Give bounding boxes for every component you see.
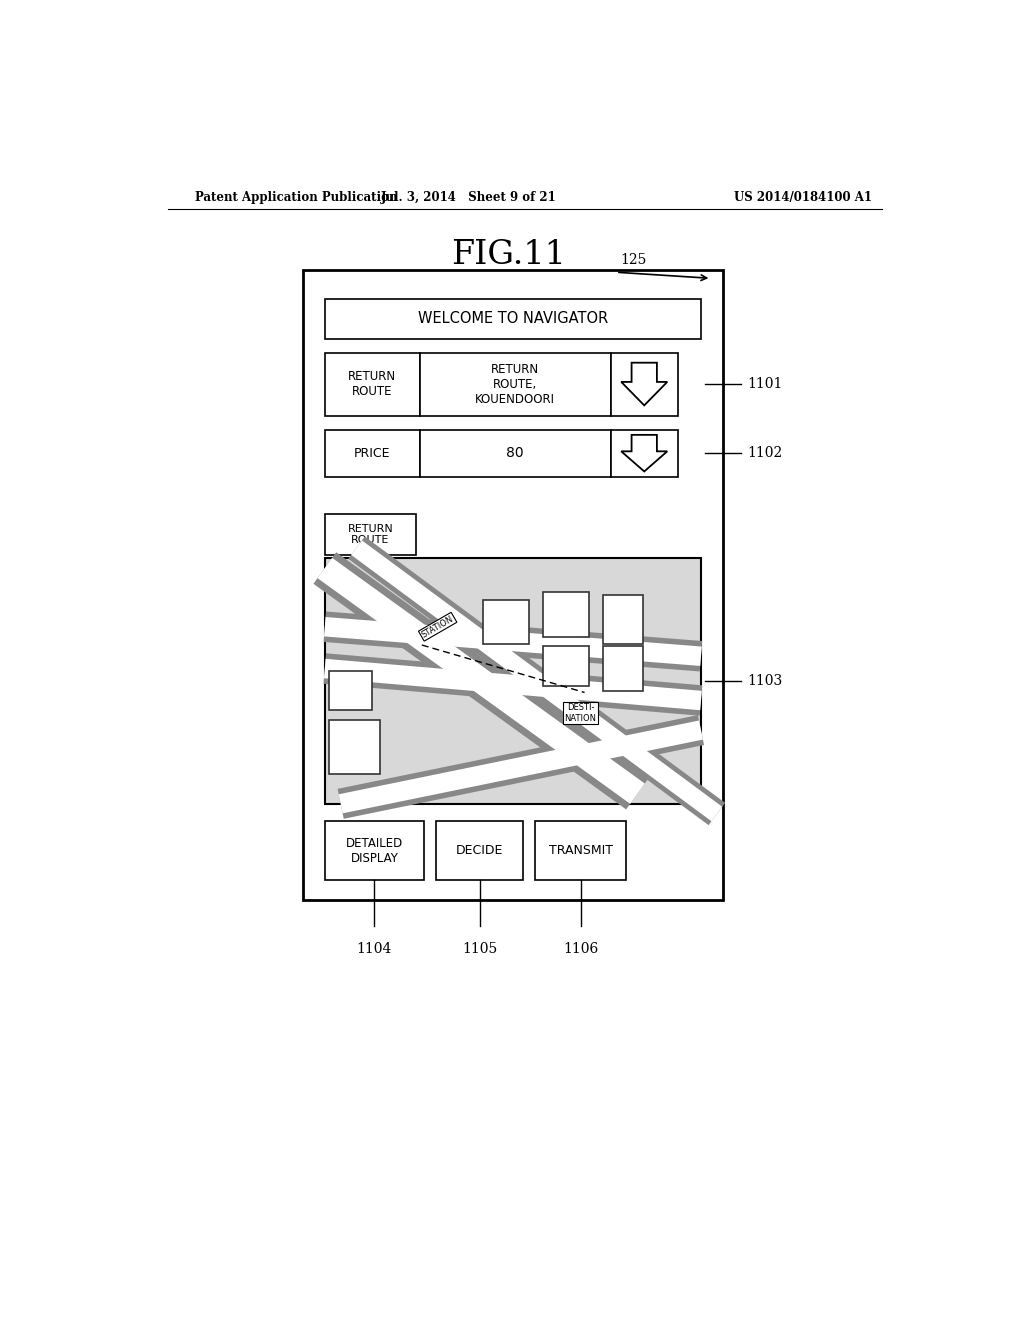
- Bar: [325, 513, 416, 554]
- Text: WELCOME TO NAVIGATOR: WELCOME TO NAVIGATOR: [418, 312, 608, 326]
- Text: 1105: 1105: [462, 942, 498, 956]
- Text: US 2014/0184100 A1: US 2014/0184100 A1: [733, 190, 871, 203]
- Text: 125: 125: [620, 253, 646, 267]
- Bar: [325, 430, 420, 477]
- Bar: [329, 671, 373, 710]
- Text: 1106: 1106: [563, 942, 598, 956]
- Text: 1104: 1104: [356, 942, 392, 956]
- Text: 80: 80: [507, 446, 524, 461]
- Text: PRICE: PRICE: [354, 446, 391, 459]
- Bar: [610, 352, 678, 416]
- Bar: [325, 558, 701, 804]
- Bar: [543, 593, 589, 636]
- Bar: [325, 298, 701, 339]
- Text: RETURN
ROUTE: RETURN ROUTE: [348, 370, 396, 399]
- Text: DECIDE: DECIDE: [456, 843, 503, 857]
- Bar: [543, 647, 589, 686]
- Bar: [303, 271, 723, 900]
- Text: STATION: STATION: [420, 614, 456, 639]
- Bar: [420, 352, 610, 416]
- Text: FIG.11: FIG.11: [452, 239, 566, 271]
- Text: DETAILED
DISPLAY: DETAILED DISPLAY: [346, 837, 403, 865]
- Text: Jul. 3, 2014   Sheet 9 of 21: Jul. 3, 2014 Sheet 9 of 21: [381, 190, 557, 203]
- Text: 1102: 1102: [748, 446, 782, 461]
- Text: TRANSMIT: TRANSMIT: [549, 843, 612, 857]
- Polygon shape: [622, 363, 668, 405]
- Bar: [420, 430, 610, 477]
- Text: RETURN
ROUTE: RETURN ROUTE: [347, 524, 393, 545]
- Bar: [325, 821, 424, 880]
- Bar: [610, 430, 678, 477]
- Bar: [325, 352, 420, 416]
- Text: DESTI-
NATION: DESTI- NATION: [564, 704, 597, 722]
- Bar: [603, 647, 643, 690]
- Bar: [436, 821, 523, 880]
- Bar: [482, 599, 528, 644]
- Bar: [603, 595, 643, 644]
- Bar: [329, 721, 380, 775]
- Text: 1101: 1101: [748, 378, 782, 391]
- Bar: [536, 821, 627, 880]
- Polygon shape: [622, 434, 668, 471]
- Text: Patent Application Publication: Patent Application Publication: [196, 190, 398, 203]
- Text: RETURN
ROUTE,
KOUENDOORI: RETURN ROUTE, KOUENDOORI: [475, 363, 555, 405]
- Text: 1103: 1103: [748, 673, 782, 688]
